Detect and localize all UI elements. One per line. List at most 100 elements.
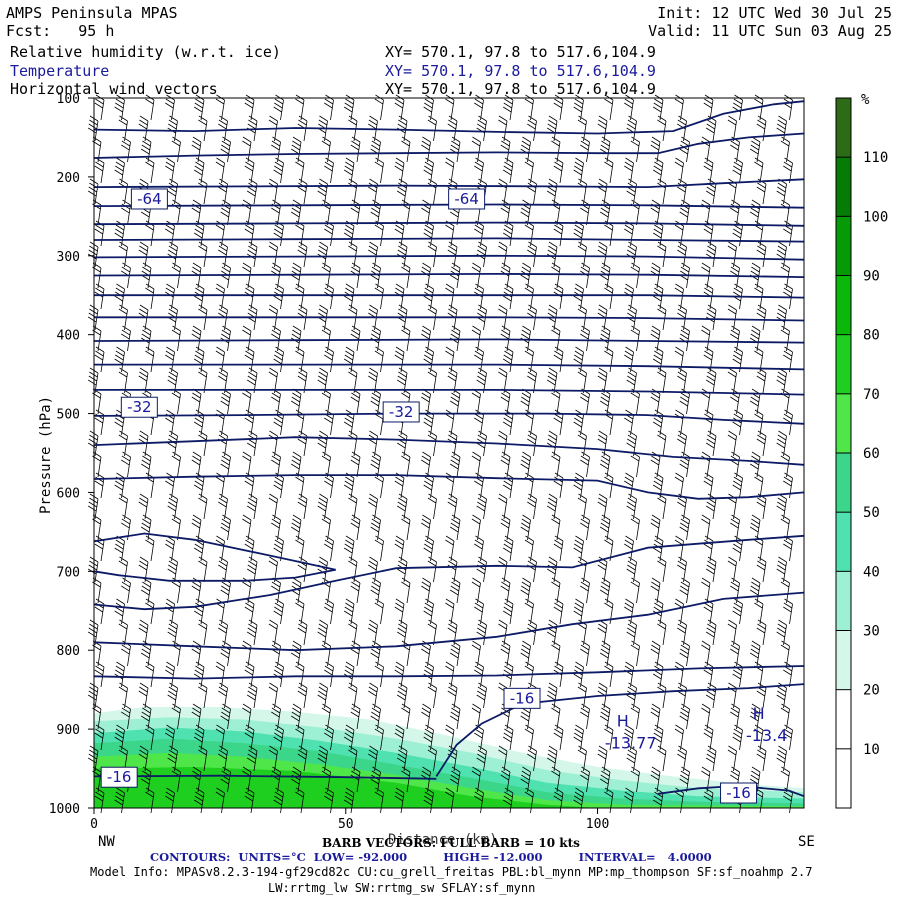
contour-label-box <box>120 396 158 418</box>
contour-label-box <box>100 766 138 788</box>
temperature-contour-label: -16 <box>100 766 138 788</box>
valid-time: Valid: 11 UTC Sun 03 Aug 25 <box>648 22 892 40</box>
x-tick-label: 100 <box>586 817 609 832</box>
colorbar-segment <box>836 393 851 453</box>
colorbar-segment <box>836 334 851 394</box>
field-rh-title: Relative humidity (w.r.t. ice) <box>10 43 281 61</box>
contour-label-text: -16 <box>107 768 132 786</box>
x-tick-label: 50 <box>338 817 354 832</box>
wind-barb-column <box>242 94 258 814</box>
forecast-hour: Fcst: 95 h <box>6 22 115 40</box>
colorbar-unit: % <box>861 92 870 108</box>
temperature-contour <box>94 316 805 322</box>
contours-note: CONTOURS: UNITS=°C LOW= -92.000 HIGH= -1… <box>150 850 712 864</box>
colorbar-tick-label: 90 <box>863 269 880 285</box>
temperature-label-layer: -64 -64 -32 -32 -16 -16 -16 H -13.77 H -13.4 <box>100 188 787 804</box>
wind-barb-column <box>421 94 437 814</box>
y-tick-label: 200 <box>57 171 80 186</box>
left-end-label: NW <box>98 834 115 850</box>
wind-barb-column <box>674 94 690 814</box>
temperature-contour-label: -64 <box>130 188 168 210</box>
temperature-contour <box>93 132 805 159</box>
wind-barb-layer <box>87 94 793 814</box>
colorbar-segment <box>836 748 851 808</box>
wind-barb-column <box>520 94 537 814</box>
rh-fill-layer <box>94 707 804 808</box>
contour-label-text: -16 <box>726 784 751 802</box>
axis-layer: 100 200 300 400 500 600 700 800 900 1000 0 50 100 <box>49 92 610 832</box>
model-info: Model Info: MPASv8.2.3-194-gf29cd82c CU:… <box>90 865 813 879</box>
colorbar-segment <box>836 157 851 217</box>
temperature-contour-layer <box>93 100 805 798</box>
colorbar-segment <box>836 216 851 276</box>
temperature-contour <box>93 203 805 209</box>
field-temperature-title: Temperature <box>10 62 110 80</box>
model-name: AMPS Peninsula MPAS <box>6 4 178 22</box>
temperature-contour-label: -64 <box>448 188 486 210</box>
y-tick-label: 100 <box>57 92 80 107</box>
x-axis-label: Distance (km) <box>388 832 498 848</box>
temperature-contour <box>93 474 805 500</box>
colorbar-segment <box>836 453 851 513</box>
temperature-contour <box>93 412 805 425</box>
contour-label-box <box>130 188 168 210</box>
wind-barb-column <box>343 94 361 814</box>
temperature-contour <box>93 532 336 582</box>
y-tick-label: 600 <box>57 486 80 501</box>
wind-barb-column <box>546 94 564 814</box>
high-symbol: H <box>617 712 629 731</box>
wind-barb-column <box>498 94 514 814</box>
wind-barb-column <box>701 94 717 814</box>
colorbar-tick-label: 80 <box>863 328 880 344</box>
contour-label-text: -32 <box>389 403 414 421</box>
y-tick-label: 400 <box>57 329 80 344</box>
xy-rh: XY= 570.1, 97.8 to 517.6,104.9 <box>385 43 656 61</box>
colorbar-tick-label: 50 <box>863 505 880 521</box>
colorbar-tick-label: 110 <box>863 150 888 166</box>
temperature-contour-label: -32 <box>120 396 158 418</box>
wind-barb-column <box>650 94 667 814</box>
contour-label-box <box>382 401 420 423</box>
plot-frame <box>93 97 805 809</box>
colorbar-segment <box>836 571 851 631</box>
colorbar-segment <box>836 689 851 749</box>
colorbar-tick-label: 10 <box>863 742 880 758</box>
temperature-contour <box>93 774 437 780</box>
colorbar-tick-label: 60 <box>863 446 880 462</box>
y-axis-label: Pressure (hPa) <box>38 396 54 514</box>
temperature-contour <box>93 237 805 243</box>
temperature-contour <box>93 591 805 652</box>
wind-barb-column <box>290 94 308 814</box>
high-value: -13.77 <box>605 734 657 753</box>
wind-barb-column <box>573 94 590 814</box>
wind-barb-column <box>597 94 614 814</box>
wind-barb-column <box>368 94 384 814</box>
init-time: Init: 12 UTC Wed 30 Jul 25 <box>657 4 892 22</box>
temperature-contour <box>94 363 805 371</box>
field-wind-title: Horizontal wind vectors <box>10 80 218 98</box>
right-end-label: SE <box>798 834 815 850</box>
colorbar-tick-label: 100 <box>863 209 888 225</box>
y-tick-label: 1000 <box>49 802 80 817</box>
colorbar-segment <box>836 630 851 690</box>
rh-fill-band-80 <box>94 767 804 808</box>
colorbar-segment <box>836 275 851 335</box>
wind-barb-column <box>727 94 743 814</box>
model-info-physics: LW:rrtmg_lw SW:rrtmg_sw SFLAY:sf_mynn <box>268 881 536 895</box>
colorbar-tick-label: 30 <box>863 624 880 640</box>
high-symbol: H <box>753 704 765 723</box>
temperature-contour <box>93 221 805 227</box>
xy-wind: XY= 570.1, 97.8 to 517.6,104.9 <box>385 80 656 98</box>
contour-label-text: -64 <box>137 190 162 208</box>
contour-label-box <box>503 687 541 709</box>
temperature-contour <box>93 534 805 611</box>
high-value: -13.4 <box>746 726 787 745</box>
temperature-contour <box>93 254 805 261</box>
temperature-contour <box>93 100 805 135</box>
wind-barb-column <box>471 94 487 814</box>
temperature-contour <box>93 272 805 278</box>
temperature-contour <box>94 389 805 396</box>
barb-note: BARB VECTORS: FULL BARB = 10 kts <box>322 836 580 850</box>
colorbar-segment <box>836 512 851 572</box>
